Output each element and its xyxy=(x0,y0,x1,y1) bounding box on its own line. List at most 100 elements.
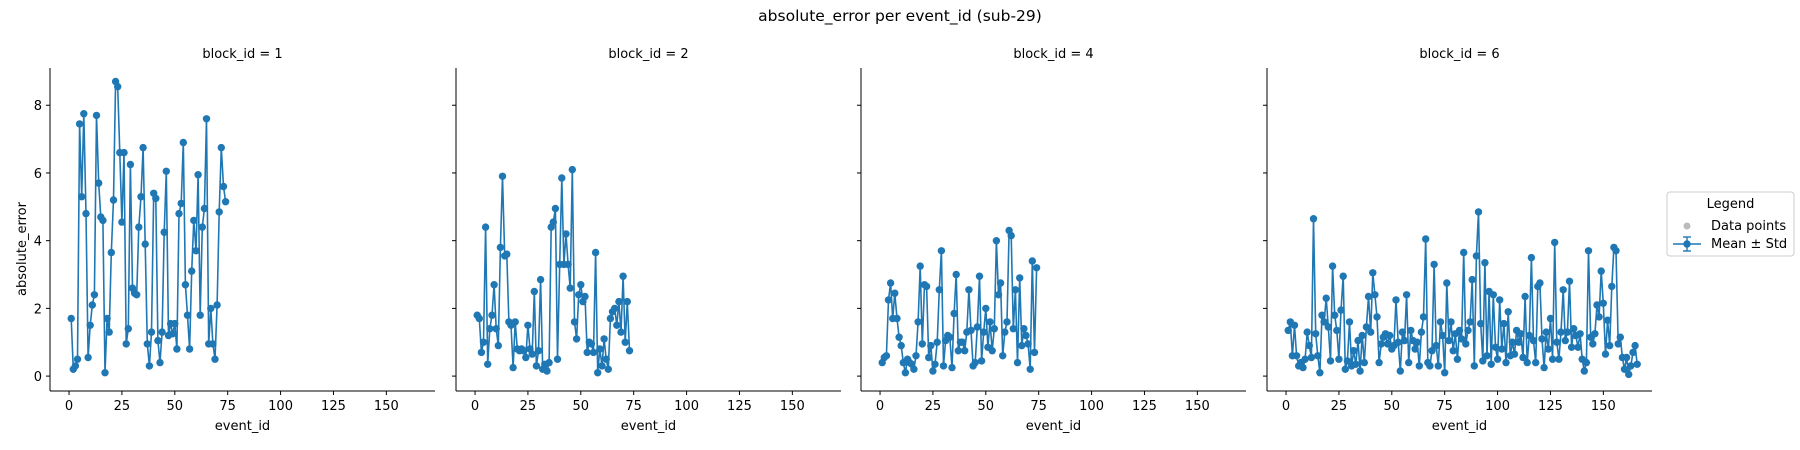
data-point xyxy=(1498,345,1506,353)
data-point xyxy=(1519,353,1527,362)
data-point xyxy=(1018,341,1026,350)
data-point xyxy=(549,218,557,226)
data-point xyxy=(1627,362,1635,370)
data-point xyxy=(988,347,996,355)
data-point xyxy=(1032,264,1041,272)
data-point xyxy=(999,352,1007,360)
data-point xyxy=(1358,331,1366,340)
panels: block_id = 1 0 25 50 75 100 125 150 0 2 4 6 8 event_i… xyxy=(34,47,1652,434)
data-point xyxy=(1557,328,1565,336)
x-axis-label: event_id xyxy=(1026,419,1081,434)
data-point xyxy=(973,323,981,331)
data-point xyxy=(1584,247,1593,255)
legend-label-mean-std: Mean ± Std xyxy=(1711,237,1787,252)
data-point xyxy=(194,171,202,179)
data-point xyxy=(1548,355,1557,363)
data-point xyxy=(1430,260,1438,269)
data-point xyxy=(509,363,517,372)
x-tick-label: 50 xyxy=(167,399,184,414)
data-point xyxy=(103,314,111,323)
data-point xyxy=(1447,318,1455,326)
data-point xyxy=(591,248,600,257)
data-point xyxy=(490,281,498,289)
data-point xyxy=(171,319,179,328)
x-tick-label: 125 xyxy=(727,399,752,414)
x-tick-label: 75 xyxy=(1030,399,1047,414)
panel-block-3: block_id = 4 0 25 50 75 100 125 150 event_id xyxy=(857,47,1246,434)
data-point xyxy=(566,284,574,292)
data-point xyxy=(950,309,958,318)
data-point xyxy=(1422,235,1430,243)
series-line xyxy=(70,80,227,374)
x-tick-label: 125 xyxy=(321,399,346,414)
data-point xyxy=(185,345,194,353)
data-point xyxy=(200,204,209,213)
data-point xyxy=(937,247,946,255)
y-axis-label: absolute_error xyxy=(15,201,30,296)
data-point xyxy=(1540,363,1548,372)
data-point xyxy=(207,304,215,313)
data-point xyxy=(156,358,164,367)
data-point xyxy=(141,240,149,248)
x-tick-label: 125 xyxy=(1538,399,1563,414)
data-point xyxy=(154,336,162,345)
data-point xyxy=(181,281,190,289)
data-point xyxy=(126,160,135,169)
data-point xyxy=(1383,340,1392,348)
data-point xyxy=(893,314,901,323)
data-point xyxy=(1352,360,1360,368)
data-point xyxy=(572,335,581,343)
data-point xyxy=(1580,367,1589,375)
figure-title: absolute_error per event_id (sub-29) xyxy=(758,7,1042,26)
data-point xyxy=(86,321,94,329)
data-point xyxy=(1030,348,1039,357)
data-point xyxy=(105,328,113,336)
data-point xyxy=(1570,325,1578,333)
x-tick-label: 150 xyxy=(780,399,805,414)
data-point xyxy=(1510,350,1519,358)
x-tick-label: 100 xyxy=(674,399,699,414)
x-tick-label: 25 xyxy=(114,399,131,414)
data-point xyxy=(1367,328,1375,336)
data-point xyxy=(933,338,941,346)
x-axis-label: event_id xyxy=(215,419,270,434)
data-point xyxy=(73,355,82,363)
data-point xyxy=(1301,355,1309,363)
data-point xyxy=(1405,358,1413,367)
data-point xyxy=(587,340,596,348)
x-tick-label: 150 xyxy=(1591,399,1616,414)
data-point xyxy=(1337,306,1345,314)
data-point xyxy=(198,223,206,231)
data-point xyxy=(596,345,604,353)
data-point xyxy=(986,318,994,326)
legend-label-data-points: Data points xyxy=(1711,219,1786,234)
x-tick-label: 75 xyxy=(219,399,236,414)
data-point xyxy=(562,230,570,238)
data-point xyxy=(1432,341,1440,350)
data-point xyxy=(925,353,933,362)
data-point xyxy=(1464,326,1472,335)
legend-marker-data-points xyxy=(1683,222,1691,230)
data-point xyxy=(84,353,92,362)
data-point xyxy=(118,218,126,226)
data-point xyxy=(147,328,156,336)
data-point xyxy=(503,250,511,258)
data-point xyxy=(1616,333,1625,341)
data-point xyxy=(1436,318,1445,326)
series-line xyxy=(476,168,631,374)
data-point xyxy=(1386,331,1394,340)
x-tick-label: 50 xyxy=(978,399,995,414)
data-point xyxy=(1001,328,1009,336)
data-point xyxy=(1428,347,1436,355)
data-point xyxy=(1007,231,1015,240)
data-point xyxy=(534,347,543,355)
data-point xyxy=(1445,336,1453,345)
data-point xyxy=(1364,292,1373,301)
data-point xyxy=(604,365,612,373)
data-point xyxy=(520,347,528,355)
data-point xyxy=(78,193,86,201)
data-point xyxy=(1343,357,1352,365)
data-point xyxy=(1434,362,1443,370)
data-point xyxy=(939,362,948,370)
data-point xyxy=(1022,331,1030,340)
